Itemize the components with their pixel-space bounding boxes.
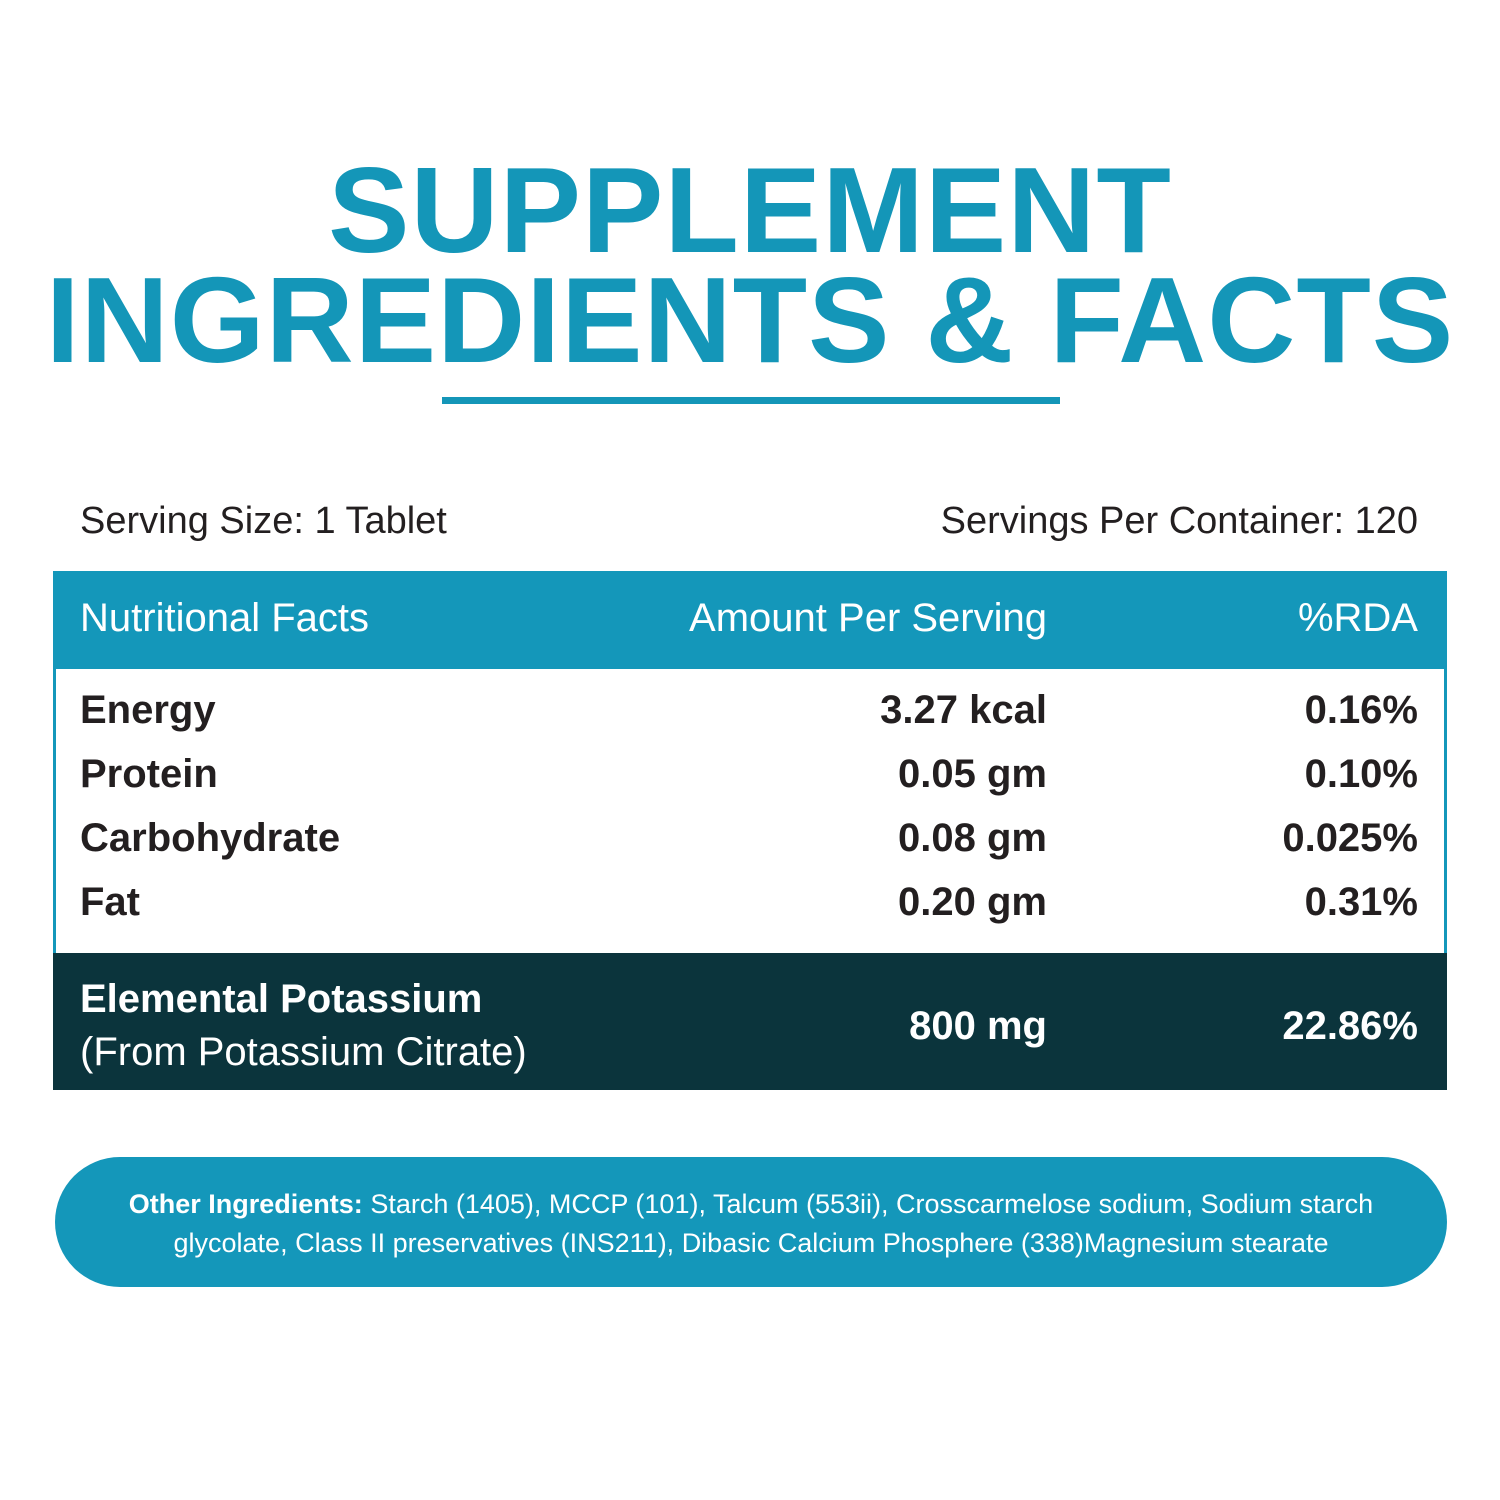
table-cell: 0.025% bbox=[1282, 816, 1418, 860]
table-cell: Fat bbox=[80, 880, 140, 924]
title-line: SUPPLEMENT bbox=[328, 142, 1172, 278]
table-cell: 0.08 gm bbox=[898, 816, 1047, 860]
highlight-amount: 800 mg bbox=[909, 1004, 1047, 1048]
table-header bbox=[53, 571, 1447, 669]
column-header: %RDA bbox=[1297, 596, 1418, 640]
highlight-row bbox=[53, 953, 1447, 1090]
column-header: Nutritional Facts bbox=[80, 596, 369, 640]
servings-per-container: Servings Per Container: 120 bbox=[940, 500, 1418, 542]
table-cell: 0.20 gm bbox=[898, 880, 1047, 924]
table-cell: Protein bbox=[80, 752, 218, 796]
other-ingredients-text: Starch (1405), MCCP (101), Talcum (553ii… bbox=[173, 1189, 1374, 1258]
highlight-rda: 22.86% bbox=[1282, 1004, 1418, 1048]
table-cell: 0.31% bbox=[1304, 880, 1418, 924]
table-cell: Carbohydrate bbox=[80, 816, 341, 860]
highlight-source: (From Potassium Citrate) bbox=[80, 1030, 527, 1074]
title-underline bbox=[442, 397, 1060, 404]
serving-size: Serving Size: 1 Tablet bbox=[80, 500, 447, 542]
highlight-name: Elemental Potassium bbox=[80, 977, 483, 1021]
table-cell: 3.27 kcal bbox=[880, 688, 1047, 732]
title-line: INGREDIENTS & FACTS bbox=[45, 252, 1455, 388]
table-cell: 0.10% bbox=[1304, 752, 1418, 796]
table-cell: Energy bbox=[80, 688, 216, 732]
other-ingredients-label: Other Ingredients: bbox=[128, 1189, 363, 1219]
other-ingredients: Other Ingredients: Starch (1405), MCCP (… bbox=[95, 1185, 1407, 1263]
column-header: Amount Per Serving bbox=[689, 596, 1047, 640]
other-ingredients-box bbox=[55, 1157, 1447, 1287]
table-cell: 0.05 gm bbox=[898, 752, 1047, 796]
table-cell: 0.16% bbox=[1304, 688, 1418, 732]
